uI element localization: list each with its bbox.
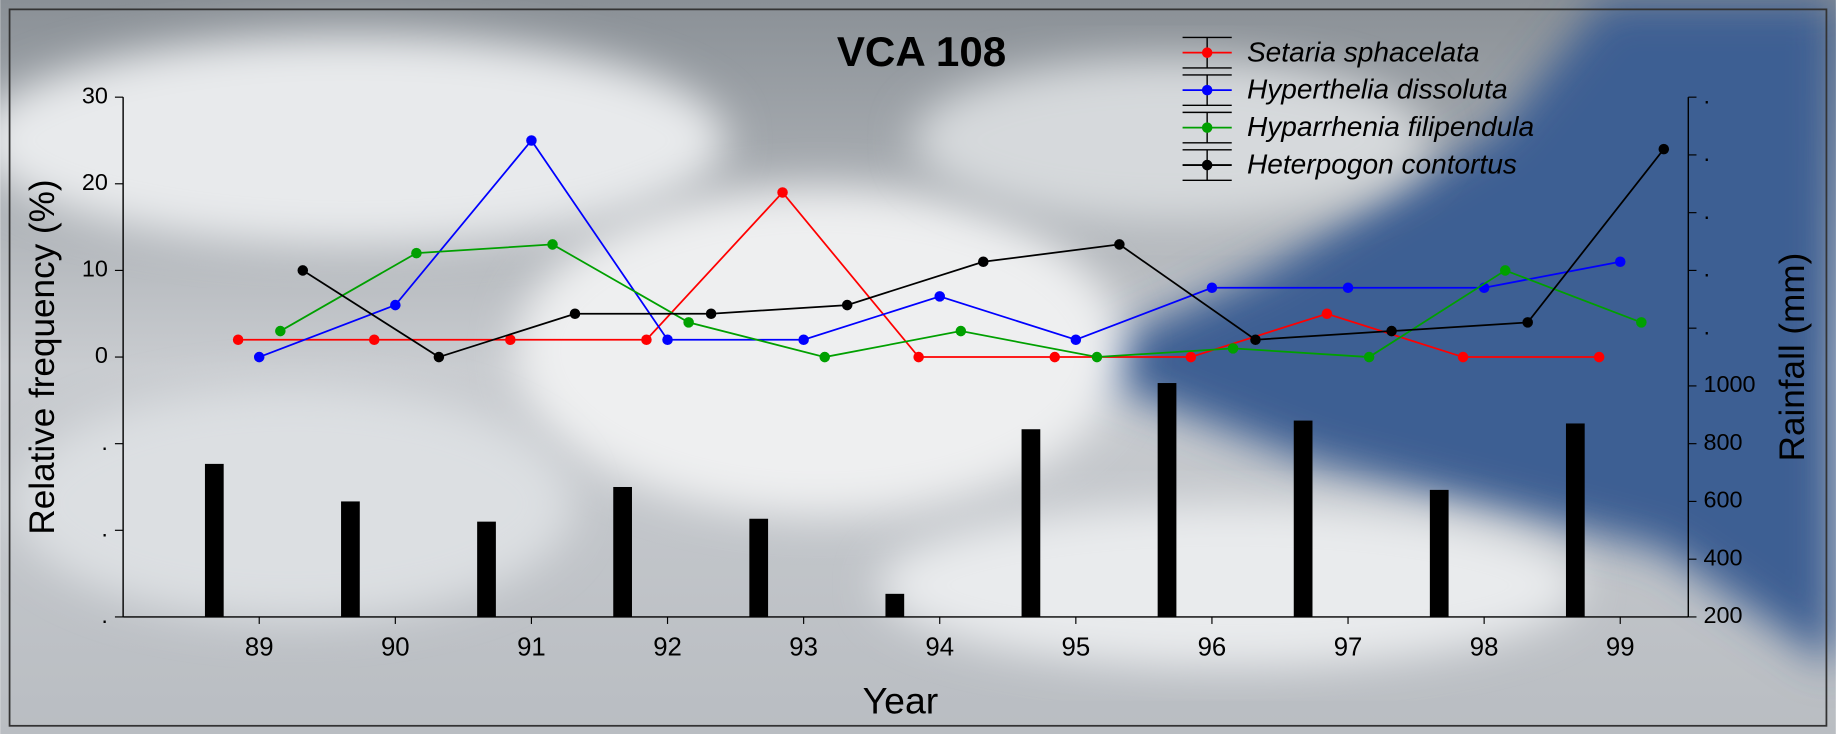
bar	[477, 522, 496, 617]
bar	[1158, 383, 1177, 617]
data-point	[1386, 326, 1397, 337]
data-point	[547, 239, 558, 250]
data-point	[1186, 352, 1197, 363]
page: {"chart_data": { "type": "line", "title"…	[0, 0, 1836, 734]
background	[0, 0, 1836, 734]
data-point	[777, 187, 788, 198]
data-point	[1659, 144, 1670, 155]
data-point	[1458, 352, 1469, 363]
data-point	[1500, 265, 1511, 276]
data-point	[662, 334, 673, 345]
data-point	[956, 326, 967, 337]
y-axis-label: Relative frequency (%)	[23, 179, 62, 534]
x-tick-label: 94	[925, 633, 954, 661]
bar	[1022, 429, 1041, 617]
data-point	[641, 334, 652, 345]
y-tick-label: 0	[95, 342, 108, 368]
data-point	[233, 334, 244, 345]
bar	[749, 519, 768, 617]
data-point	[1071, 334, 1082, 345]
data-point	[934, 291, 945, 302]
legend-label: Hyperthelia dissoluta	[1247, 74, 1508, 105]
data-point	[819, 352, 830, 363]
data-point	[1114, 239, 1125, 250]
y-tick-label: 30	[82, 82, 108, 108]
x-tick-label: 99	[1606, 633, 1635, 661]
data-point	[1250, 334, 1261, 345]
y2-tick-label: 400	[1704, 544, 1743, 570]
y-tick-label: 20	[82, 169, 108, 195]
y-tick-label: 10	[82, 256, 108, 282]
data-point	[1228, 343, 1239, 354]
data-point	[1364, 352, 1375, 363]
data-point	[1322, 308, 1333, 319]
data-point	[913, 352, 924, 363]
y2-tick-label: .	[1704, 140, 1711, 166]
y2-tick-label: 1000	[1704, 371, 1756, 397]
bar	[205, 464, 224, 617]
legend-label: Setaria sphacelata	[1247, 36, 1480, 67]
bar	[341, 501, 360, 617]
y-tick-label: .	[101, 515, 108, 541]
bar	[1430, 490, 1449, 617]
data-point	[1522, 317, 1533, 328]
x-tick-label: 97	[1334, 633, 1363, 661]
x-tick-label: 98	[1470, 633, 1499, 661]
y2-tick-label: .	[1704, 313, 1711, 339]
legend-marker	[1202, 160, 1213, 171]
data-point	[1343, 282, 1354, 293]
data-point	[1092, 352, 1103, 363]
data-point	[275, 326, 286, 337]
data-point	[369, 334, 380, 345]
data-point	[411, 248, 422, 259]
bar	[1294, 421, 1313, 617]
x-tick-label: 95	[1062, 633, 1091, 661]
y2-tick-label: 800	[1704, 429, 1743, 455]
bar	[885, 594, 904, 617]
y2-tick-label: .	[1704, 82, 1711, 108]
x-tick-label: 90	[381, 633, 410, 661]
y2-tick-label: 600	[1704, 487, 1743, 513]
x-tick-label: 93	[789, 633, 818, 661]
x-tick-label: 91	[517, 633, 546, 661]
data-point	[526, 135, 537, 146]
x-axis-label: Year	[863, 679, 939, 721]
data-point	[390, 300, 401, 311]
chart-title: VCA 108	[837, 28, 1006, 75]
bar	[613, 487, 632, 617]
data-point	[434, 352, 445, 363]
chart: VCA 108 Year Relative frequency (%) Rain…	[0, 0, 1836, 734]
x-tick-label: 89	[245, 633, 274, 661]
x-tick-label: 96	[1198, 633, 1227, 661]
data-point	[798, 334, 809, 345]
y2-tick-label: .	[1704, 256, 1711, 282]
data-point	[842, 300, 853, 311]
data-point	[1594, 352, 1605, 363]
legend-label: Heterpogon contortus	[1247, 149, 1517, 180]
data-point	[978, 256, 989, 267]
data-point	[254, 352, 265, 363]
data-point	[683, 317, 694, 328]
legend-marker	[1202, 122, 1213, 133]
legend-marker	[1202, 47, 1213, 58]
bar	[1566, 423, 1585, 616]
data-point	[1049, 352, 1060, 363]
legend-marker	[1202, 85, 1213, 96]
data-point	[1615, 256, 1626, 267]
y-tick-label: .	[101, 429, 108, 455]
data-point	[1207, 282, 1218, 293]
y2-axis-label: Rainfall (mm)	[1773, 253, 1812, 462]
x-tick-label: 92	[653, 633, 682, 661]
data-point	[1636, 317, 1647, 328]
y2-tick-label: 200	[1704, 602, 1743, 628]
y2-tick-label: .	[1704, 198, 1711, 224]
y-tick-label: .	[101, 602, 108, 628]
data-point	[706, 308, 717, 319]
data-point	[570, 308, 581, 319]
data-point	[298, 265, 309, 276]
legend-label: Hyparrhenia filipendula	[1247, 111, 1534, 142]
